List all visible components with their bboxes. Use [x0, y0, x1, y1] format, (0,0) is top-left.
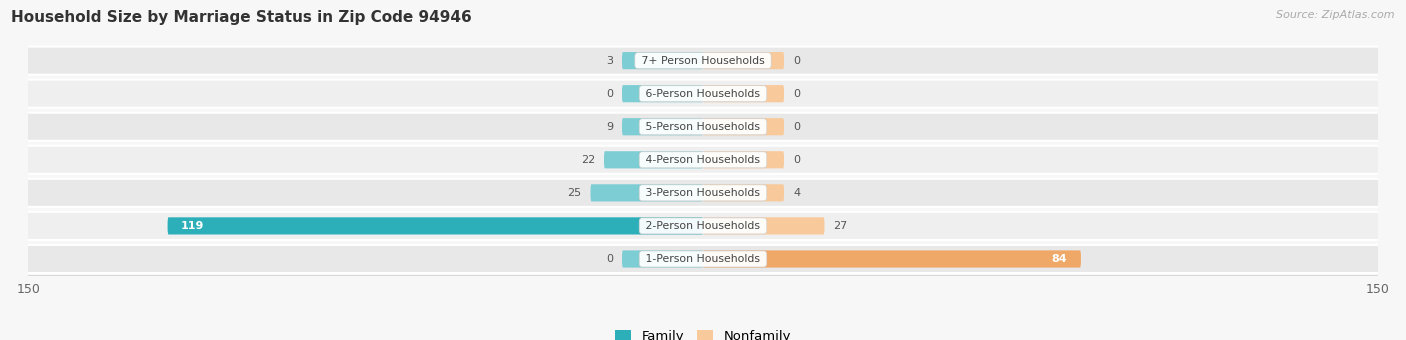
FancyBboxPatch shape — [24, 179, 1382, 207]
Text: 7+ Person Households: 7+ Person Households — [638, 56, 768, 66]
Text: 0: 0 — [606, 254, 613, 264]
Text: 3: 3 — [606, 56, 613, 66]
FancyBboxPatch shape — [703, 151, 785, 168]
Text: 119: 119 — [181, 221, 204, 231]
FancyBboxPatch shape — [605, 151, 703, 168]
Text: Source: ZipAtlas.com: Source: ZipAtlas.com — [1277, 10, 1395, 20]
FancyBboxPatch shape — [703, 217, 824, 235]
Text: Household Size by Marriage Status in Zip Code 94946: Household Size by Marriage Status in Zip… — [11, 10, 472, 25]
FancyBboxPatch shape — [703, 184, 785, 201]
FancyBboxPatch shape — [24, 47, 1382, 75]
FancyBboxPatch shape — [621, 250, 703, 268]
FancyBboxPatch shape — [621, 85, 703, 102]
Text: 9: 9 — [606, 122, 613, 132]
Text: 84: 84 — [1052, 254, 1067, 264]
FancyBboxPatch shape — [24, 80, 1382, 108]
FancyBboxPatch shape — [703, 52, 785, 69]
FancyBboxPatch shape — [167, 217, 703, 235]
FancyBboxPatch shape — [591, 184, 703, 201]
FancyBboxPatch shape — [703, 118, 785, 135]
Text: 2-Person Households: 2-Person Households — [643, 221, 763, 231]
Text: 3-Person Households: 3-Person Households — [643, 188, 763, 198]
Text: 0: 0 — [793, 155, 800, 165]
Text: 0: 0 — [793, 89, 800, 99]
Text: 27: 27 — [834, 221, 848, 231]
FancyBboxPatch shape — [621, 52, 703, 69]
Text: 4: 4 — [793, 188, 800, 198]
Text: 4-Person Households: 4-Person Households — [643, 155, 763, 165]
Text: 1-Person Households: 1-Person Households — [643, 254, 763, 264]
FancyBboxPatch shape — [24, 146, 1382, 174]
Text: 0: 0 — [606, 89, 613, 99]
FancyBboxPatch shape — [24, 212, 1382, 240]
FancyBboxPatch shape — [621, 118, 703, 135]
Legend: Family, Nonfamily: Family, Nonfamily — [610, 325, 796, 340]
Text: 22: 22 — [581, 155, 595, 165]
FancyBboxPatch shape — [24, 245, 1382, 273]
FancyBboxPatch shape — [24, 113, 1382, 141]
FancyBboxPatch shape — [703, 85, 785, 102]
FancyBboxPatch shape — [703, 250, 1081, 268]
Text: 0: 0 — [793, 122, 800, 132]
Text: 6-Person Households: 6-Person Households — [643, 89, 763, 99]
Text: 5-Person Households: 5-Person Households — [643, 122, 763, 132]
Text: 25: 25 — [568, 188, 582, 198]
Text: 0: 0 — [793, 56, 800, 66]
